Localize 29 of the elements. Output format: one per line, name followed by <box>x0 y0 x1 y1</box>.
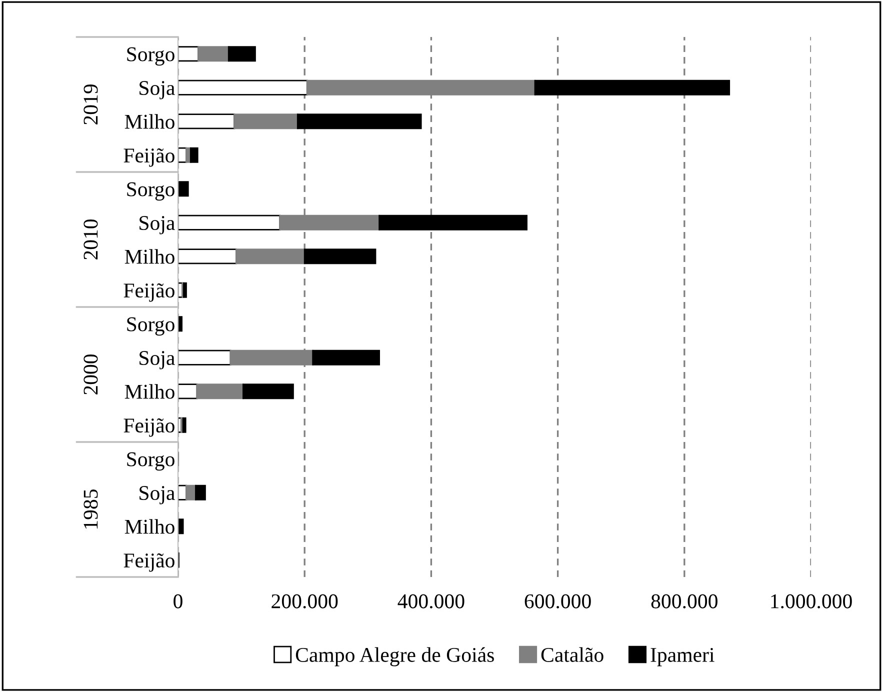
y-tick-label: Feijão <box>124 418 174 437</box>
text: 2000 <box>84 354 98 394</box>
legend-label: Ipameri <box>650 648 714 666</box>
y-tick-label: Soja <box>140 216 175 234</box>
y-tick-label: Sorgo <box>127 182 174 201</box>
x-tick-label: 1.000.000 <box>771 594 852 608</box>
y-tick-label: Sorgo <box>127 317 174 336</box>
y-tick-label: Milho <box>124 384 174 399</box>
y-tick-label: Milho <box>124 114 174 129</box>
text: 1985 <box>84 489 98 528</box>
y-tick-label: Feijão <box>124 148 174 167</box>
y-tick-label: Feijão <box>124 553 174 572</box>
x-tick-label: 400.000 <box>398 594 464 608</box>
y-tick-label: Sorgo <box>127 47 174 66</box>
text: 2010 <box>84 219 98 260</box>
y-tick-label: Soja <box>140 486 175 504</box>
y-tick-label: Sorgo <box>127 452 174 471</box>
y-tick-label: Milho <box>124 249 174 264</box>
y-tick-label: Feijão <box>124 283 174 302</box>
x-tick-label: 600.000 <box>524 594 591 608</box>
legend-label: Catalão <box>541 647 604 662</box>
y-tick-label: Soja <box>140 351 175 370</box>
text: 2019 <box>84 84 98 124</box>
x-tick-label: 800.000 <box>651 594 718 608</box>
y-tick-label: Soja <box>140 81 175 100</box>
legend-label: Campo Alegre de Goiás <box>296 647 494 666</box>
y-tick-label: Milho <box>124 519 174 534</box>
x-tick-label: 0 <box>174 594 182 608</box>
x-tick-label: 200.000 <box>272 594 338 608</box>
